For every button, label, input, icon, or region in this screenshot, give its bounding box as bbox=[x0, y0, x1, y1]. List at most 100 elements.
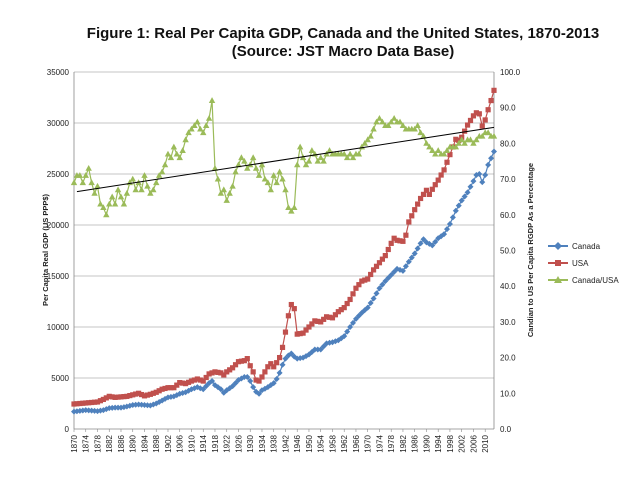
usa-point bbox=[303, 327, 309, 333]
y-right-tick-label: 100.0 bbox=[500, 68, 521, 77]
ratio-point bbox=[141, 172, 148, 178]
ratio-point bbox=[452, 143, 460, 150]
canada-point bbox=[341, 333, 348, 340]
ratio-point bbox=[270, 172, 277, 178]
usa-point bbox=[476, 111, 482, 117]
ratio-point bbox=[390, 115, 398, 121]
usa-point bbox=[133, 391, 139, 397]
ratio-point bbox=[385, 122, 392, 128]
ratio-point bbox=[370, 125, 377, 132]
x-tick-label: 1890 bbox=[129, 434, 138, 452]
canada-point bbox=[411, 250, 418, 257]
usa-point bbox=[83, 400, 89, 406]
ratio-point bbox=[103, 211, 110, 218]
y-axis-left-label: Per Capita Real GDP (US PPP$) bbox=[41, 194, 50, 306]
usa-point bbox=[247, 363, 253, 369]
legend-marker-usa bbox=[555, 260, 561, 266]
series-canada-usa-ratio bbox=[70, 97, 498, 218]
usa-point bbox=[341, 305, 347, 311]
usa-point bbox=[485, 107, 491, 113]
ratio-point bbox=[191, 122, 198, 128]
usa-point bbox=[323, 314, 330, 320]
usa-point bbox=[118, 394, 124, 400]
ratio-point bbox=[346, 150, 354, 157]
ratio-point bbox=[232, 168, 239, 175]
usa-point bbox=[86, 400, 92, 406]
ratio-point bbox=[108, 193, 116, 200]
ratio-point bbox=[91, 189, 98, 196]
usa-point bbox=[109, 394, 115, 400]
canada-point bbox=[452, 207, 459, 214]
usa-point bbox=[488, 97, 494, 104]
y-right-tick-label: 10.0 bbox=[500, 389, 516, 398]
y-right-tick-label: 60.0 bbox=[500, 211, 516, 220]
usa-point bbox=[115, 394, 121, 400]
ratio-trend-line bbox=[76, 126, 495, 193]
usa-point bbox=[80, 400, 86, 406]
ratio-point bbox=[235, 161, 242, 168]
x-tick-label: 1898 bbox=[152, 434, 161, 452]
usa-point bbox=[256, 378, 262, 384]
usa-point bbox=[250, 369, 256, 375]
ratio-point bbox=[473, 136, 480, 143]
usa-point bbox=[288, 301, 294, 308]
ratio-point bbox=[484, 129, 492, 136]
ratio-point bbox=[226, 189, 233, 196]
usa-point bbox=[300, 330, 306, 336]
ratio-point bbox=[167, 154, 175, 161]
canada-point bbox=[379, 281, 386, 288]
usa-point bbox=[379, 256, 385, 262]
ratio-point bbox=[229, 182, 236, 189]
ratio-point bbox=[70, 179, 78, 186]
ratio-point bbox=[97, 200, 104, 207]
ratio-point bbox=[314, 157, 321, 164]
ratio-point bbox=[85, 164, 92, 171]
usa-point bbox=[124, 393, 130, 399]
usa-point bbox=[415, 201, 421, 207]
canada-point bbox=[256, 390, 263, 397]
ratio-point bbox=[467, 136, 474, 143]
x-tick-label: 2006 bbox=[469, 434, 478, 452]
legend-label-ratio: Canada/USA bbox=[572, 276, 619, 285]
usa-point bbox=[473, 110, 479, 116]
legend-marker-canada bbox=[554, 242, 562, 250]
usa-point bbox=[238, 358, 245, 364]
x-tick-label: 1942 bbox=[281, 434, 290, 452]
y-axis-right-ticks: 0.0 10.0 20.0 30.0 40.0 50.0 60.0 70.0 80.0 90.0 1… bbox=[500, 68, 521, 434]
x-tick-label: 1894 bbox=[140, 434, 149, 452]
canada-point bbox=[449, 214, 456, 221]
usa-point bbox=[435, 177, 441, 183]
canada-point bbox=[279, 361, 286, 368]
canada-point bbox=[364, 304, 371, 311]
usa-point bbox=[180, 380, 186, 386]
y-left-tick-label: 35000 bbox=[47, 68, 70, 77]
usa-point bbox=[265, 364, 271, 370]
x-tick-label: 1958 bbox=[328, 434, 337, 452]
canada-point bbox=[350, 319, 357, 326]
usa-point bbox=[136, 390, 142, 396]
usa-point bbox=[368, 271, 374, 278]
usa-point bbox=[362, 277, 368, 283]
usa-point bbox=[406, 219, 412, 225]
ratio-point bbox=[155, 172, 163, 178]
ratio-point bbox=[147, 189, 154, 196]
usa-point bbox=[94, 399, 101, 405]
usa-point bbox=[77, 400, 83, 407]
usa-point bbox=[194, 376, 200, 382]
canada-point bbox=[491, 148, 497, 155]
x-tick-label: 1918 bbox=[211, 434, 220, 452]
ratio-point bbox=[138, 186, 145, 193]
usa-point bbox=[453, 136, 459, 142]
ratio-point bbox=[434, 147, 442, 153]
ratio-line bbox=[73, 100, 494, 217]
canada-point bbox=[270, 380, 277, 387]
ratio-point bbox=[238, 154, 245, 161]
canada-point bbox=[376, 285, 383, 292]
ratio-point bbox=[164, 150, 172, 157]
canada-point bbox=[432, 238, 439, 245]
canada-point bbox=[402, 263, 409, 270]
y-right-tick-label: 20.0 bbox=[500, 354, 516, 363]
usa-point bbox=[162, 385, 168, 392]
x-tick-label: 1954 bbox=[317, 434, 326, 452]
legend-label-usa: USA bbox=[572, 259, 589, 268]
